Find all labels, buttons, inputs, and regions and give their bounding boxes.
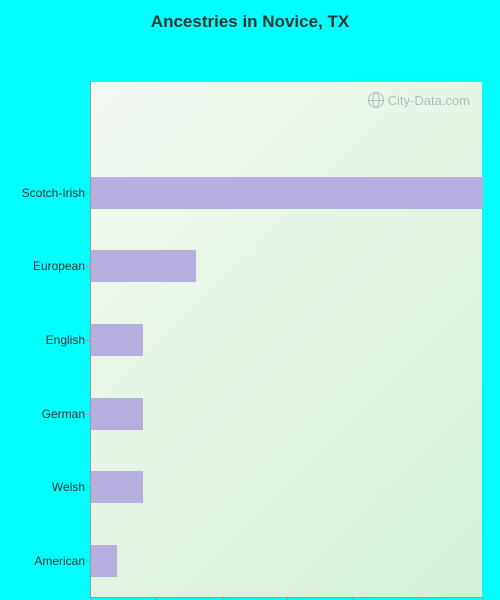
y-tick-label: American — [34, 554, 91, 568]
bar — [91, 545, 117, 577]
chart-plot-area: City-Data.com 02.557.51012.515Scotch-Iri… — [90, 82, 482, 598]
y-tick-label: English — [46, 333, 91, 347]
y-tick-label: European — [33, 259, 91, 273]
bar — [91, 250, 196, 282]
watermark-text: City-Data.com — [388, 93, 470, 108]
bar — [91, 471, 143, 503]
watermark: City-Data.com — [368, 92, 470, 108]
chart-plot-wrap: City-Data.com 02.557.51012.515Scotch-Iri… — [0, 38, 500, 600]
bar — [91, 177, 483, 209]
bar — [91, 324, 143, 356]
y-tick-label: Welsh — [52, 480, 91, 494]
bar — [91, 398, 143, 430]
globe-icon — [368, 92, 384, 108]
y-tick-label: German — [42, 407, 91, 421]
y-tick-label: Scotch-Irish — [22, 186, 91, 200]
chart-title: Ancestries in Novice, TX — [0, 0, 500, 38]
